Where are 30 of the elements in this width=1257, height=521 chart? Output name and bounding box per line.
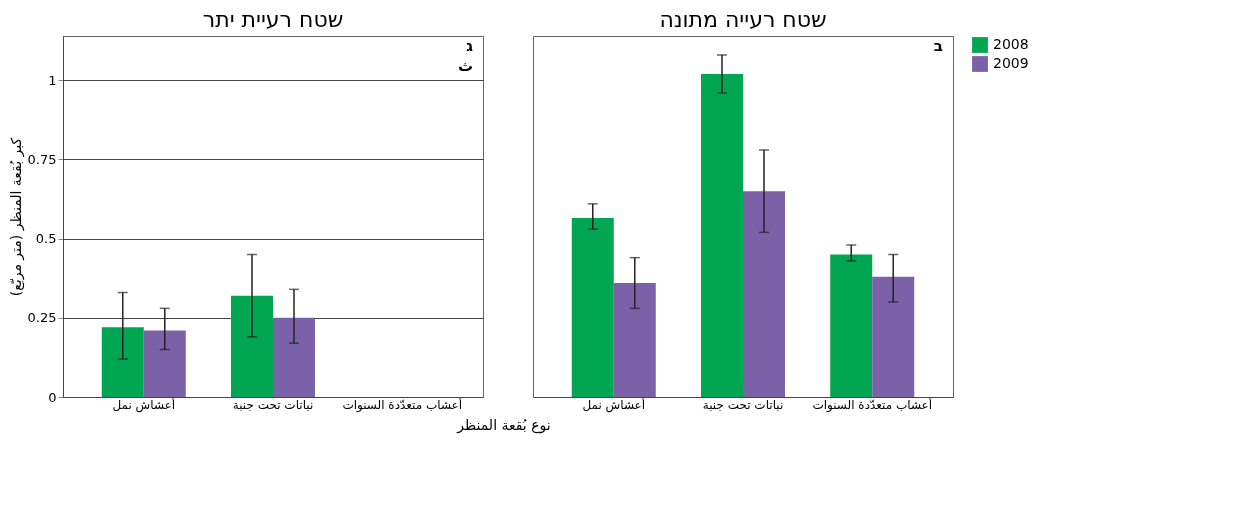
x-tick-label: أعشاب متعدّدة السنوات — [342, 396, 463, 413]
bar — [613, 283, 656, 397]
bar — [273, 317, 315, 397]
bar — [701, 74, 743, 397]
bar — [231, 295, 273, 397]
annotation: ב — [933, 37, 943, 55]
bar — [143, 330, 186, 397]
chart-title: שטח רעיית יתר — [202, 7, 344, 32]
y-tick-label: 0.5 — [35, 231, 57, 247]
y-tick-label: 1 — [48, 72, 57, 88]
bar — [830, 254, 873, 397]
annotation: ث — [457, 57, 473, 75]
bar — [101, 327, 144, 397]
x-tick-label: نباتات تحت جنبة — [232, 397, 314, 412]
y-tick-label: 0 — [48, 389, 57, 405]
x-tick-label: أعشاش نمل — [112, 396, 176, 413]
legend-label: 2008 — [993, 36, 1029, 52]
bar — [571, 218, 614, 397]
annotation: ג — [466, 37, 474, 55]
x-tick-label: أعشاب متعدّدة السنوات — [812, 396, 933, 413]
y-axis-title: كبر بُقعة المنظر (متر مربّع) — [7, 137, 25, 297]
x-tick-label: أعشاش نمل — [582, 396, 646, 413]
legend-label: 2009 — [993, 55, 1029, 71]
x-axis-title: نوع بُقعة المنظر — [455, 417, 552, 433]
y-tick-label: 0.25 — [27, 310, 57, 326]
bar — [743, 191, 785, 397]
y-tick-label: 0.75 — [27, 152, 57, 167]
x-tick-label: نباتات تحت جنبة — [702, 397, 784, 412]
chart-title: שטח רעייה מתונה — [659, 7, 827, 32]
bar — [872, 276, 915, 397]
